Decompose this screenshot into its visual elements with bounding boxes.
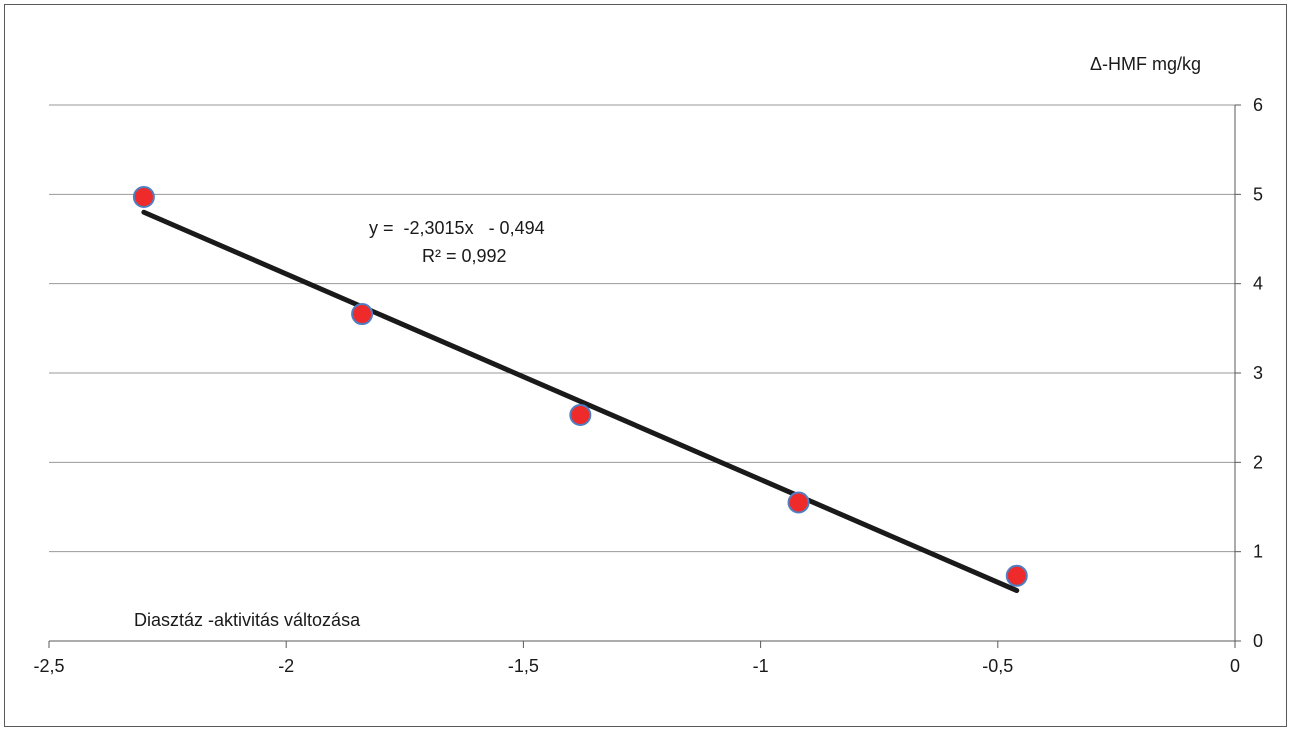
- x-tick-label: -1,5: [508, 656, 539, 676]
- y-tick-label: 3: [1253, 363, 1263, 383]
- data-point: [351, 303, 374, 326]
- data-point: [569, 403, 592, 426]
- data-point: [132, 186, 155, 209]
- trendline: [141, 209, 1020, 594]
- y-tick-label: 1: [1253, 542, 1263, 562]
- axes: [48, 104, 1241, 648]
- x-tick-label: -0,5: [982, 656, 1013, 676]
- trendline-equation: y = -2,3015x - 0,494: [369, 218, 545, 238]
- y-tick-label: 6: [1253, 95, 1263, 115]
- chart: -2,5 -2 -1,5 -1 -0,5 0 0 1 2 3 4 5 6 Δ-HMF mg/kg Di…: [33, 54, 1263, 676]
- r-squared: R² = 0,992: [422, 246, 507, 266]
- y-tick-label: 0: [1253, 631, 1263, 651]
- y-tick-label: 4: [1253, 274, 1263, 294]
- y-tick-label: 5: [1253, 184, 1263, 204]
- y-tick-labels: 0 1 2 3 4 5 6: [1253, 95, 1263, 651]
- x-tick-label: -2: [278, 656, 294, 676]
- x-tick-labels: -2,5 -2 -1,5 -1 -0,5 0: [33, 656, 1240, 676]
- x-tick-label: 0: [1230, 656, 1240, 676]
- data-points: [132, 186, 1028, 587]
- gridlines: [49, 104, 1235, 553]
- x-tick-label: -2,5: [33, 656, 64, 676]
- y-axis-label: Δ-HMF mg/kg: [1090, 54, 1201, 74]
- x-axis-label: Diasztáz -aktivitás változása: [134, 610, 361, 630]
- x-tick-label: -1: [753, 656, 769, 676]
- chart-frame: -2,5 -2 -1,5 -1 -0,5 0 0 1 2 3 4 5 6 Δ-HMF mg/kg Di…: [4, 4, 1287, 727]
- y-tick-label: 2: [1253, 452, 1263, 472]
- data-point: [787, 491, 810, 514]
- data-point: [1005, 564, 1028, 587]
